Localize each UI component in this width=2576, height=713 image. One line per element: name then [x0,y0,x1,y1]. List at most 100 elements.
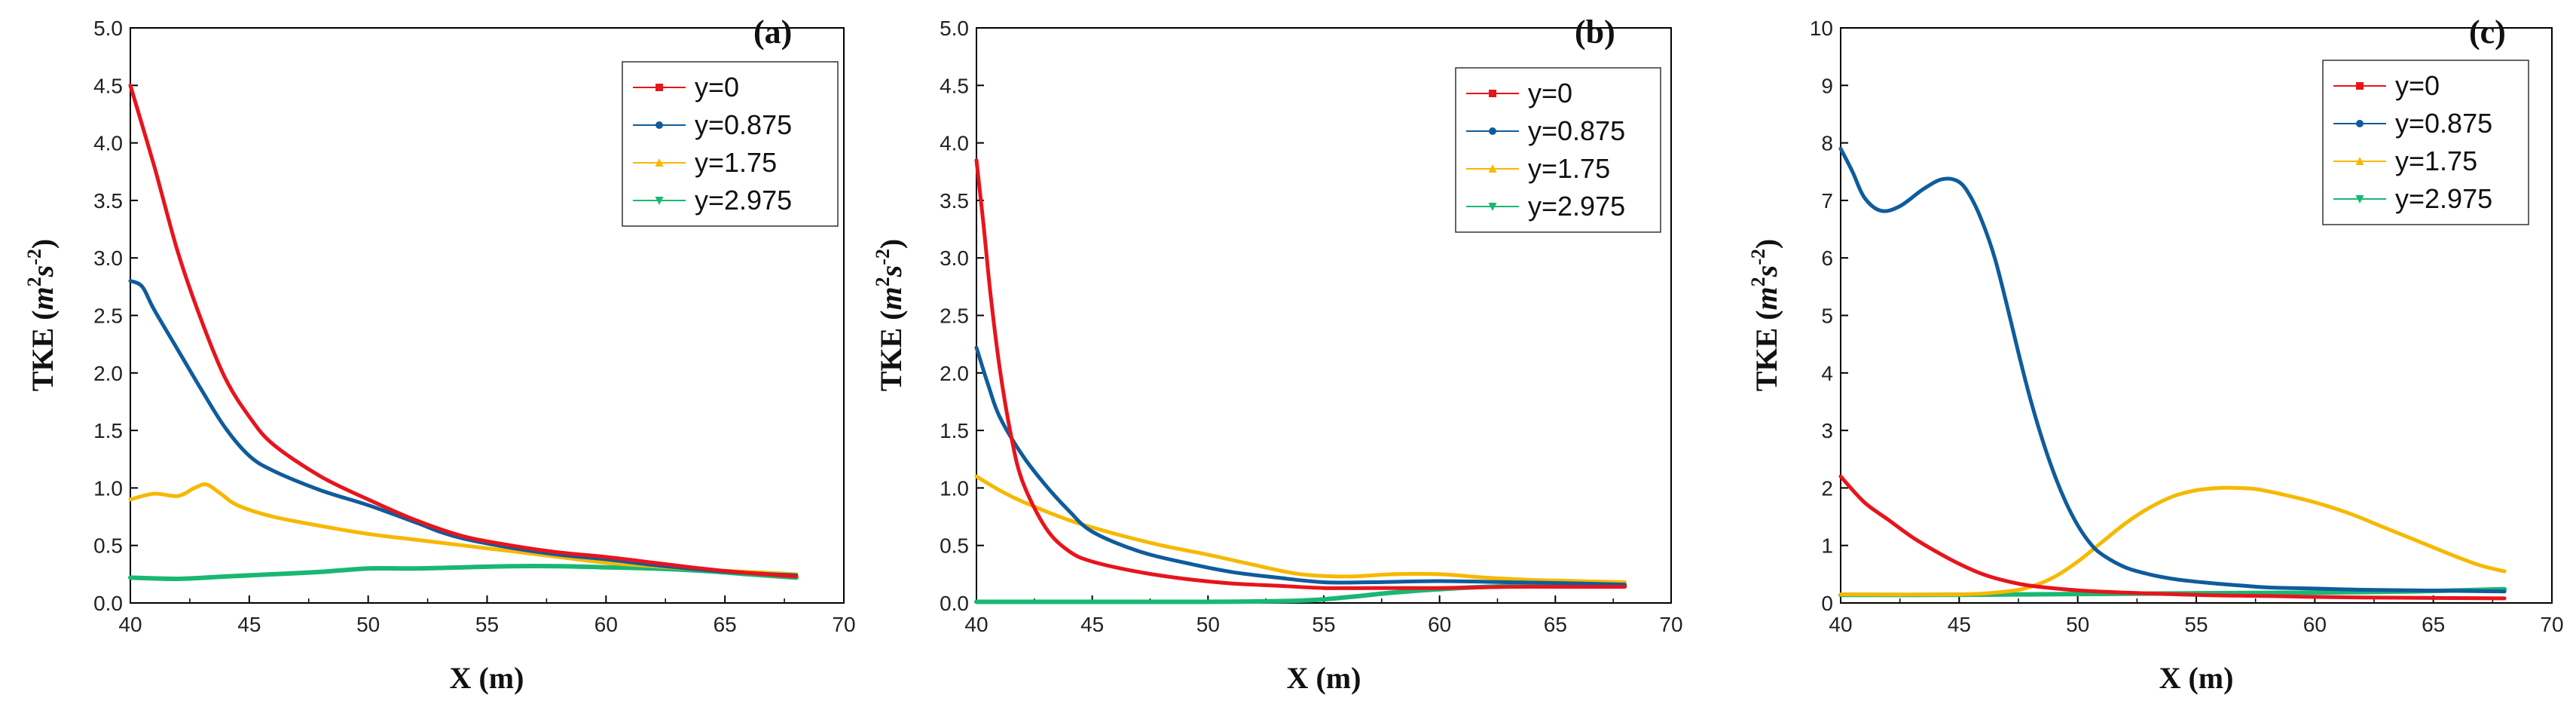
legend-marker [1488,203,1497,211]
x-tick-label: 50 [2066,613,2089,636]
y-tick-label: 7 [1821,189,1833,213]
legend-label: y=2.975 [695,185,792,216]
square-marker-shape [1489,90,1496,97]
y-tick-label: 1.0 [93,476,123,500]
y-tick-label: 3 [1821,419,1833,442]
legend-label: y=0 [1528,78,1572,109]
series-line-y-0-875 [128,279,799,577]
legend: y=0 y=0.875 y=1.75 y=2.975 [1455,67,1661,233]
y-tick-label: 1.5 [940,419,969,442]
x-tick-label: 70 [2540,613,2563,636]
x-tick-label: 50 [1196,613,1220,636]
legend-marker [1489,127,1496,135]
y-tick-label: 5.0 [940,17,969,40]
x-tick-label: 45 [237,613,261,636]
x-tick-label: 40 [1829,613,1852,636]
series-line-y-1-75 [974,474,1627,584]
y-axis-label: TKE (m2s-2) [872,239,908,392]
axis-ticks: 40 45 50 55 60 65 70 0.0 0.5 1.0 1.5 2.0 2.5 3.0 3.5 4.… [940,17,1683,636]
x-tick-label: 45 [1948,613,1971,636]
x-tick-label: 60 [2303,613,2327,636]
legend-marker [1489,90,1496,97]
x-tick-label: 70 [832,613,855,636]
legend-marker [2356,120,2364,127]
y-tick-label: 2.5 [940,304,969,328]
y-tick-label: 8 [1821,132,1833,155]
x-tick-label: 45 [1080,613,1104,636]
x-tick-label: 40 [964,613,988,636]
y-tick-label: 4.5 [93,74,123,97]
y-axis-label: TKE (m2s-2) [1747,239,1783,392]
y-tick-label: 1.5 [93,419,123,442]
x-tick-label: 65 [714,613,737,636]
x-tick-label: 55 [475,613,499,636]
y-tick-label: 4 [1821,362,1833,385]
series-line-y-0-875 [974,345,1627,587]
triangle-up-marker-shape [655,158,664,167]
series-lines [1838,146,2507,601]
y-tick-label: 9 [1821,74,1833,97]
legend-marker [655,158,664,167]
legend-marker [655,121,663,129]
y-tick-label: 10 [1810,17,1833,40]
chart-panel-a: 40 45 50 55 60 65 70 0.0 0.5 1.0 1.5 2.0 2.5 3.0 3.5 4.… [23,14,856,695]
panel-label: (c) [2469,14,2506,50]
legend-item: y=2.975 [633,185,792,216]
x-tick-label: 55 [2184,613,2208,636]
triangle-up-marker-shape [2355,157,2364,165]
y-tick-label: 5.0 [93,17,123,40]
y-tick-label: 4.0 [940,132,969,155]
legend-marker [655,84,663,91]
triangle-down-marker-shape [655,197,664,205]
legend-label: y=0 [695,72,739,103]
panel-label: (a) [753,14,792,50]
circle-marker-shape [655,121,663,129]
legend-marker [2356,82,2364,90]
legend-label: y=0.875 [2395,108,2492,139]
triangle-up-marker-shape [1488,164,1497,173]
triangle-down-marker-shape [1488,203,1497,211]
plot-area-b: 40 45 50 55 60 65 70 0.0 0.5 1.0 1.5 2.0 2.5 3.0 3.5 4.… [940,17,1683,636]
legend-item: y=0.875 [1466,115,1625,146]
legend-item: y=2.975 [1466,191,1625,222]
legend-item: y=0.875 [633,109,792,140]
y-tick-label: 6 [1821,246,1833,270]
circle-marker-shape [1489,127,1496,135]
y-tick-label: 2.0 [940,362,969,385]
series-line-y-0-875 [1838,146,2507,594]
y-tick-label: 3.0 [940,246,969,270]
x-tick-label: 65 [2422,613,2445,636]
legend-label: y=2.975 [2395,183,2492,214]
y-tick-label: 4.5 [940,74,969,97]
x-tick-label: 60 [1428,613,1451,636]
y-tick-label: 1 [1821,534,1833,558]
legend-label: y=0 [2395,70,2440,101]
legend-marker [2355,157,2364,165]
y-tick-label: 2 [1821,476,1833,500]
legend-marker [2355,195,2364,203]
circle-marker-shape [2356,120,2364,127]
y-tick-label: 0.5 [93,534,123,558]
y-tick-label: 0.0 [93,592,123,615]
chart-panel-b: 40 45 50 55 60 65 70 0.0 0.5 1.0 1.5 2.0 2.5 3.0 3.5 4.… [872,14,1683,695]
y-tick-label: 0 [1821,592,1833,615]
square-marker-shape [2356,82,2364,90]
series-line-y-1-75 [128,482,799,577]
legend-label: y=1.75 [2395,145,2477,176]
y-tick-label: 3.0 [93,246,123,270]
y-tick-label: 1.0 [940,476,969,500]
y-tick-label: 2.0 [93,362,123,385]
legend-item: y=2.975 [2333,183,2492,214]
y-axis-label: TKE (m2s-2) [23,239,60,392]
x-tick-label: 40 [118,613,142,636]
y-tick-label: 5 [1821,304,1833,328]
legend-label: y=0.875 [695,109,792,140]
legend-marker [1488,164,1497,173]
x-tick-label: 65 [1544,613,1567,636]
triangle-down-marker-shape [2355,195,2364,203]
x-axis-label: X (m) [2159,661,2234,695]
series-lines [128,83,799,582]
legend-item: y=1.75 [1466,153,1610,184]
